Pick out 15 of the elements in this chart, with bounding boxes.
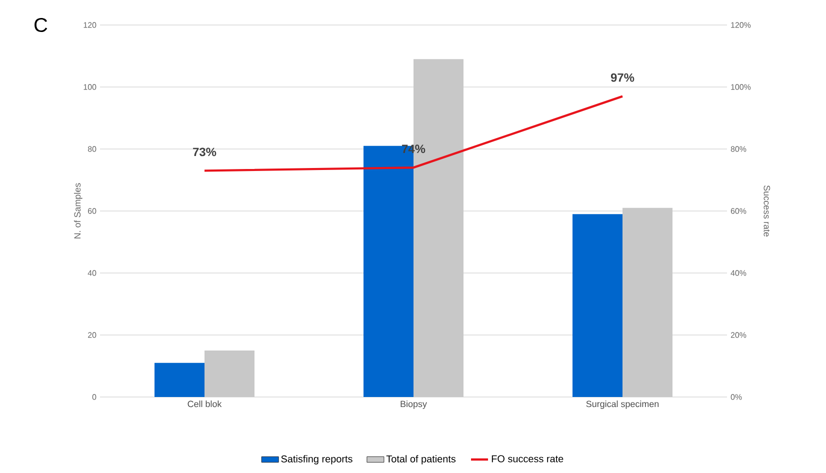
- y2-axis-title: Success rate: [764, 185, 770, 237]
- x-tick-label: Biopsy: [400, 400, 427, 409]
- y-axis-title: N. of Samples: [74, 183, 82, 238]
- legend-label: FO success rate: [492, 455, 564, 462]
- bar: [204, 350, 255, 397]
- bar: [622, 208, 673, 397]
- legend-label: Satisfing reports: [281, 455, 352, 464]
- legend-label: Total of patients: [386, 455, 456, 464]
- text: C: [34, 18, 48, 32]
- bar: [154, 362, 204, 397]
- x-tick-label: Surgical specimen: [586, 400, 659, 409]
- data-label: 97%: [610, 73, 634, 82]
- data-label: 73%: [193, 148, 216, 156]
- bar: [572, 214, 623, 397]
- x-tick-label: Cell blok: [188, 400, 222, 408]
